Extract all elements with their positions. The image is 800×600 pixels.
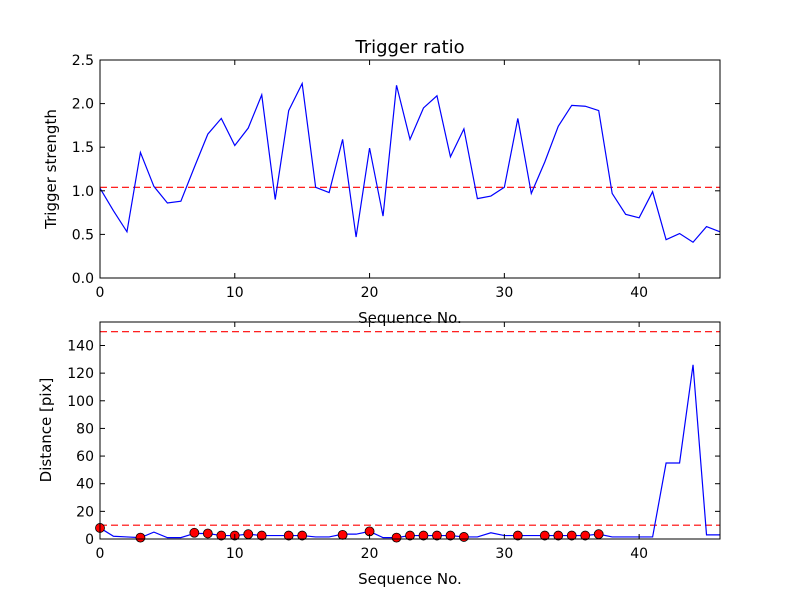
bottom-plot-frame: [99, 321, 721, 540]
bottom-ytick-label: 0: [85, 532, 94, 548]
bottom-plot: 0 10 20 30 40 0 20 40 60 80 100 120 140 Sequence No.…: [37, 321, 721, 588]
bottom-marker-point: [216, 530, 227, 541]
bottom-marker-point: [337, 529, 348, 540]
top-xtick-label: 40: [630, 285, 648, 301]
bottom-marker-point: [405, 530, 415, 541]
bottom-xtick-label: 0: [96, 546, 105, 562]
bottom-plot-content: [95, 331, 720, 543]
top-plot-xlabel: Sequence No.: [358, 309, 462, 327]
top-plot-frame: [99, 59, 721, 279]
bottom-xtick-label: 30: [495, 546, 513, 562]
bottom-marker-point: [243, 529, 254, 540]
bottom-marker-point: [297, 530, 308, 541]
top-plot-title: Trigger ratio: [354, 37, 464, 58]
top-ytick-label: 2.5: [72, 53, 94, 69]
bottom-ytick-label: 40: [76, 477, 94, 493]
bottom-xtick-label: 10: [226, 546, 244, 562]
bottom-series-line-0: [99, 364, 720, 539]
bottom-plot-ticks: 0 10 20 30 40 0 20 40 60 80 100 120 140: [67, 322, 720, 562]
bottom-marker-point: [202, 528, 213, 539]
bottom-plot-ylabel: Distance [pix]: [37, 378, 55, 483]
bottom-marker-point: [256, 530, 267, 541]
bottom-marker-point: [566, 530, 577, 541]
bottom-ytick-label: 120: [67, 366, 94, 382]
bottom-marker-point: [445, 530, 456, 541]
top-xtick-label: 0: [96, 285, 105, 301]
top-ytick-label: 1.5: [72, 140, 94, 156]
bottom-marker-point: [459, 532, 469, 542]
top-xtick-label: 20: [361, 285, 379, 301]
bottom-marker-point: [512, 530, 523, 541]
bottom-marker-point: [553, 530, 564, 541]
bottom-ytick-label: 60: [76, 449, 94, 465]
bottom-ytick-label: 80: [76, 421, 94, 437]
bottom-marker-point: [189, 527, 200, 538]
top-plot-ylabel: Trigger strength: [42, 109, 60, 230]
bottom-xtick-label: 20: [361, 546, 379, 562]
top-ytick-label: 0.5: [72, 227, 94, 243]
top-series-line-0: [99, 81, 721, 244]
top-xtick-label: 10: [226, 285, 244, 301]
bottom-marker-point: [418, 530, 429, 541]
bottom-ytick-label: 20: [76, 504, 94, 520]
bottom-marker-point: [580, 530, 591, 541]
top-ytick-label: 2.0: [72, 97, 94, 113]
bottom-marker-point: [391, 532, 402, 543]
top-plot: Trigger ratio 0 10 20 30 40 0.0 0.5 1.0 1.5 2.0 2.…: [42, 37, 721, 327]
bottom-ytick-label: 140: [67, 338, 94, 354]
bottom-ytick-label: 100: [67, 394, 94, 410]
bottom-marker-point: [283, 530, 294, 541]
top-ytick-label: 1.0: [72, 184, 94, 200]
bottom-xtick-label: 40: [630, 546, 648, 562]
bottom-marker-point: [135, 532, 146, 543]
top-xtick-label: 30: [495, 285, 513, 301]
bottom-marker-point: [432, 530, 442, 541]
top-plot-ticks: 0 10 20 30 40 0.0 0.5 1.0 1.5 2.0 2.5: [72, 53, 720, 301]
bottom-plot-xlabel: Sequence No.: [358, 570, 462, 588]
bottom-marker-point: [539, 530, 550, 541]
bottom-marker-point: [593, 529, 604, 540]
top-ytick-label: 0.0: [72, 271, 94, 287]
top-plot-content: [99, 81, 721, 244]
